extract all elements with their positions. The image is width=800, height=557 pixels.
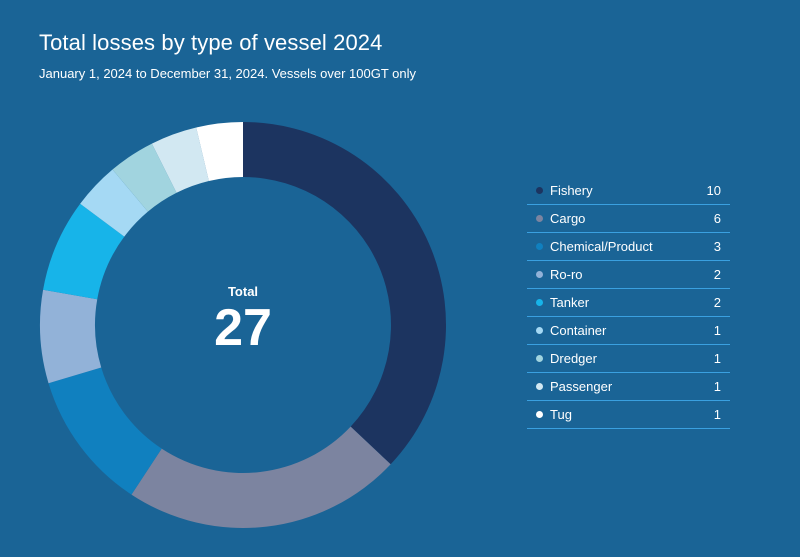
legend-value-ro-ro: 2 [713,267,721,282]
chart-legend: Fishery 10 Cargo 6 Chemical/Product 3 Ro-ro 2 Ta… [527,177,730,429]
legend-item-passenger[interactable]: Passenger 1 [527,373,730,401]
legend-swatch-container [536,327,543,334]
legend-label-ro-ro: Ro-ro [550,267,583,282]
chart-subtitle: January 1, 2024 to December 31, 2024. Ve… [39,66,416,81]
legend-swatch-fishery [536,187,543,194]
legend-item-dredger[interactable]: Dredger 1 [527,345,730,373]
legend-swatch-dredger [536,355,543,362]
slice-tug[interactable] [196,122,243,181]
legend-label-dredger: Dredger [550,351,597,366]
legend-value-passenger: 1 [713,379,721,394]
legend-label-chemical-product: Chemical/Product [550,239,653,254]
slice-fishery[interactable] [243,122,446,465]
legend-item-chemical-product[interactable]: Chemical/Product 3 [527,233,730,261]
slice-chemical-product[interactable] [48,367,162,495]
legend-swatch-tug [536,411,543,418]
slice-dredger[interactable] [112,143,177,212]
legend-value-cargo: 6 [713,211,721,226]
legend-value-tug: 1 [713,407,721,422]
legend-item-container[interactable]: Container 1 [527,317,730,345]
legend-label-container: Container [550,323,607,338]
legend-swatch-chemical-product [536,243,543,250]
slice-passenger[interactable] [151,127,209,193]
center-total-label: Total [227,284,259,299]
legend-swatch-passenger [536,383,543,390]
slice-tanker[interactable] [43,203,125,300]
legend-item-tug[interactable]: Tug 1 [527,401,730,429]
legend-label-cargo: Cargo [550,211,586,226]
legend-value-dredger: 1 [713,351,721,366]
legend-value-tanker: 2 [713,295,721,310]
legend-swatch-cargo [536,215,543,222]
legend-swatch-tanker [536,299,543,306]
legend-label-fishery: Fishery [550,183,593,198]
legend-label-tanker: Tanker [550,295,590,310]
legend-item-cargo[interactable]: Cargo 6 [527,205,730,233]
legend-value-chemical-product: 3 [713,239,721,254]
center-total-value: 27 [214,299,272,357]
legend-label-tug: Tug [550,407,572,422]
legend-value-fishery: 10 [706,183,721,198]
legend-item-tanker[interactable]: Tanker 2 [527,289,730,317]
legend-label-passenger: Passenger [550,379,613,394]
legend-swatch-ro-ro [536,271,543,278]
chart-title: Total losses by type of vessel 2024 [39,30,383,55]
slice-container[interactable] [80,169,148,237]
legend-item-fishery[interactable]: Fishery 10 [527,177,730,205]
legend-item-ro-ro[interactable]: Ro-ro 2 [527,261,730,289]
legend-value-container: 1 [713,323,721,338]
slice-ro-ro[interactable] [40,289,102,384]
slice-cargo[interactable] [131,426,391,528]
